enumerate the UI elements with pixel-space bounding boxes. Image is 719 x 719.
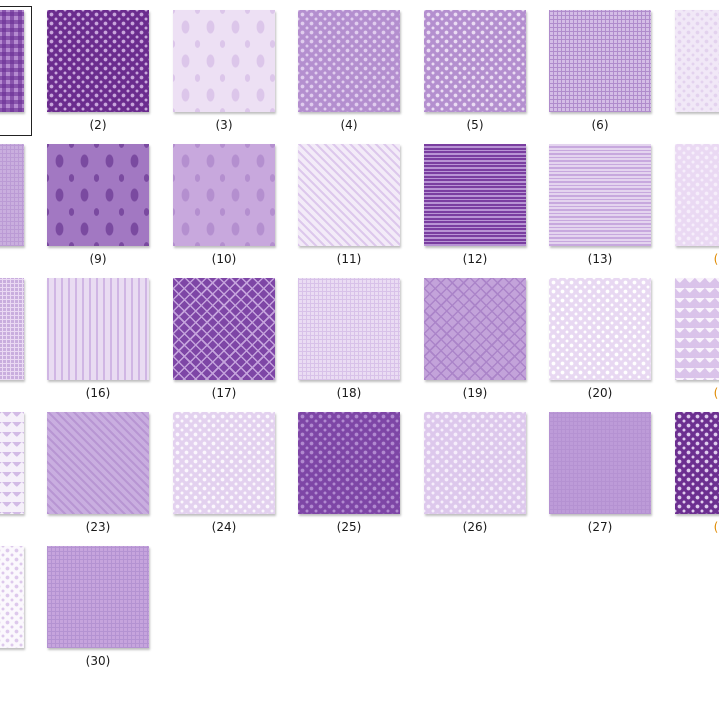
file-name-label[interactable]: (13) (587, 252, 613, 266)
file-name-label[interactable]: (19) (462, 386, 488, 400)
file-item-19[interactable]: (19) (424, 278, 526, 412)
file-item-6[interactable]: (6) (549, 10, 651, 144)
thumbnail-image[interactable] (675, 412, 719, 514)
file-item-4[interactable]: (4) (298, 10, 400, 144)
file-name-label[interactable]: (17) (211, 386, 237, 400)
file-name-label[interactable]: (25) (336, 520, 362, 534)
file-item-21[interactable]: (21) (675, 278, 719, 412)
thumbnail-image[interactable] (0, 412, 24, 514)
file-item-20[interactable]: (20) (549, 278, 651, 412)
thumbnail-image[interactable] (675, 10, 719, 112)
thumbnail-image[interactable] (424, 144, 526, 246)
file-item-27[interactable]: (27) (549, 412, 651, 546)
thumbnail-image[interactable] (47, 546, 149, 648)
selection-outline (0, 6, 32, 136)
file-item-30[interactable]: (30) (47, 546, 149, 680)
file-name-label[interactable]: (12) (462, 252, 488, 266)
file-item-9[interactable]: (9) (47, 144, 149, 278)
file-item-15[interactable] (0, 278, 24, 412)
thumbnail-image[interactable] (675, 278, 719, 380)
file-item-18[interactable]: (18) (298, 278, 400, 412)
file-name-label[interactable]: (14) (713, 252, 719, 266)
thumbnail-image[interactable] (549, 278, 651, 380)
file-item-5[interactable]: (5) (424, 10, 526, 144)
file-name-label[interactable]: (4) (340, 118, 358, 132)
file-item-13[interactable]: (13) (549, 144, 651, 278)
thumbnail-image[interactable] (549, 10, 651, 112)
file-item-8[interactable] (0, 144, 24, 278)
file-item-2[interactable]: (2) (47, 10, 149, 144)
file-item-3[interactable]: (3) (173, 10, 275, 144)
thumbnail-image[interactable] (675, 144, 719, 246)
thumbnail-image[interactable] (424, 278, 526, 380)
file-item-29[interactable] (0, 546, 24, 680)
file-name-label[interactable]: (2) (89, 118, 107, 132)
thumbnail-image[interactable] (173, 412, 275, 514)
thumbnail-image[interactable] (424, 412, 526, 514)
thumbnail-image[interactable] (424, 10, 526, 112)
file-item-12[interactable]: (12) (424, 144, 526, 278)
file-item-11[interactable]: (11) (298, 144, 400, 278)
thumbnail-image[interactable] (298, 144, 400, 246)
thumbnail-image[interactable] (173, 144, 275, 246)
file-item-14[interactable]: (14) (675, 144, 719, 278)
thumbnail-image[interactable] (0, 278, 24, 380)
thumbnail-image[interactable] (549, 412, 651, 514)
thumbnail-image[interactable] (173, 278, 275, 380)
file-item-10[interactable]: (10) (173, 144, 275, 278)
thumbnail-image[interactable] (47, 144, 149, 246)
file-name-label[interactable]: (24) (211, 520, 237, 534)
file-name-label[interactable]: (10) (211, 252, 237, 266)
file-item-24[interactable]: (24) (173, 412, 275, 546)
thumbnail-image[interactable] (549, 144, 651, 246)
file-name-label[interactable]: (11) (336, 252, 362, 266)
file-name-label[interactable]: (18) (336, 386, 362, 400)
file-item-23[interactable]: (23) (47, 412, 149, 546)
file-item-16[interactable]: (16) (47, 278, 149, 412)
thumbnail-image[interactable] (47, 10, 149, 112)
file-name-label[interactable]: (30) (85, 654, 111, 668)
file-item-7[interactable] (675, 10, 719, 144)
file-name-label[interactable]: (20) (587, 386, 613, 400)
thumbnail-image[interactable] (173, 10, 275, 112)
thumbnail-image[interactable] (0, 546, 24, 648)
thumbnail-image[interactable] (298, 412, 400, 514)
file-name-label[interactable]: (9) (89, 252, 107, 266)
file-name-label[interactable]: (16) (85, 386, 111, 400)
thumbnail-image[interactable] (47, 412, 149, 514)
thumbnail-image[interactable] (298, 10, 400, 112)
thumbnail-image[interactable] (47, 278, 149, 380)
file-item-1[interactable] (0, 10, 24, 144)
file-name-label[interactable]: (5) (466, 118, 484, 132)
thumbnail-image[interactable] (298, 278, 400, 380)
file-name-label[interactable]: (6) (591, 118, 609, 132)
file-name-label[interactable]: (27) (587, 520, 613, 534)
file-item-17[interactable]: (17) (173, 278, 275, 412)
file-name-label[interactable]: (21) (713, 386, 719, 400)
file-item-22[interactable] (0, 412, 24, 546)
file-item-25[interactable]: (25) (298, 412, 400, 546)
file-item-28[interactable]: (28) (675, 412, 719, 546)
file-item-26[interactable]: (26) (424, 412, 526, 546)
file-name-label[interactable]: (26) (462, 520, 488, 534)
thumbnail-image[interactable] (0, 10, 24, 112)
thumbnail-image[interactable] (0, 144, 24, 246)
file-name-label[interactable]: (28) (713, 520, 719, 534)
file-name-label[interactable]: (23) (85, 520, 111, 534)
file-name-label[interactable]: (3) (215, 118, 233, 132)
